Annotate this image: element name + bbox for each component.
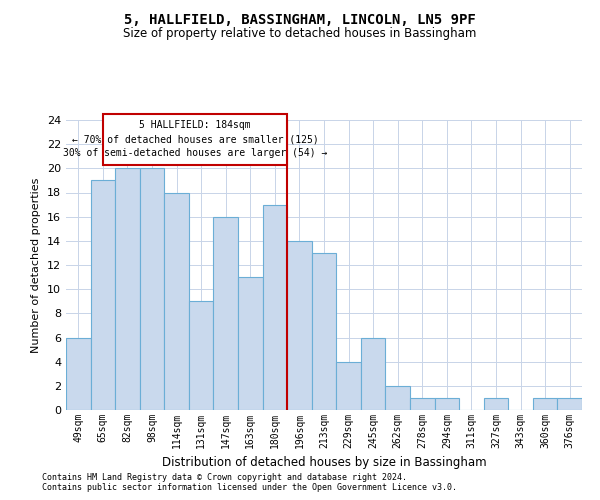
Bar <box>91 180 115 410</box>
Bar <box>115 168 140 410</box>
X-axis label: Distribution of detached houses by size in Bassingham: Distribution of detached houses by size … <box>161 456 487 469</box>
Text: 5 HALLFIELD: 184sqm
← 70% of detached houses are smaller (125)
30% of semi-detac: 5 HALLFIELD: 184sqm ← 70% of detached ho… <box>63 120 327 158</box>
Text: Contains HM Land Registry data © Crown copyright and database right 2024.: Contains HM Land Registry data © Crown c… <box>42 474 407 482</box>
Y-axis label: Number of detached properties: Number of detached properties <box>31 178 41 352</box>
Bar <box>263 204 287 410</box>
Bar <box>214 216 238 410</box>
Bar <box>385 386 410 410</box>
Bar <box>557 398 582 410</box>
Bar <box>434 398 459 410</box>
Bar <box>361 338 385 410</box>
Bar <box>484 398 508 410</box>
Bar <box>336 362 361 410</box>
Text: Size of property relative to detached houses in Bassingham: Size of property relative to detached ho… <box>124 28 476 40</box>
Bar <box>410 398 434 410</box>
Bar <box>189 301 214 410</box>
Bar <box>533 398 557 410</box>
Text: Contains public sector information licensed under the Open Government Licence v3: Contains public sector information licen… <box>42 484 457 492</box>
Bar <box>312 253 336 410</box>
FancyBboxPatch shape <box>103 114 287 164</box>
Bar <box>66 338 91 410</box>
Text: 5, HALLFIELD, BASSINGHAM, LINCOLN, LN5 9PF: 5, HALLFIELD, BASSINGHAM, LINCOLN, LN5 9… <box>124 12 476 26</box>
Bar <box>164 192 189 410</box>
Bar <box>140 168 164 410</box>
Bar <box>287 241 312 410</box>
Bar <box>238 277 263 410</box>
